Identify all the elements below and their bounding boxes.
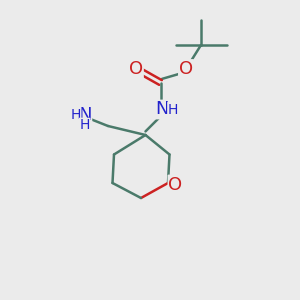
Text: H: H xyxy=(168,103,178,116)
Text: N: N xyxy=(78,106,91,124)
Text: O: O xyxy=(168,176,183,194)
Text: O: O xyxy=(129,60,143,78)
Text: H: H xyxy=(80,118,90,132)
Text: O: O xyxy=(179,60,193,78)
Text: H: H xyxy=(70,108,81,122)
Text: N: N xyxy=(155,100,169,118)
